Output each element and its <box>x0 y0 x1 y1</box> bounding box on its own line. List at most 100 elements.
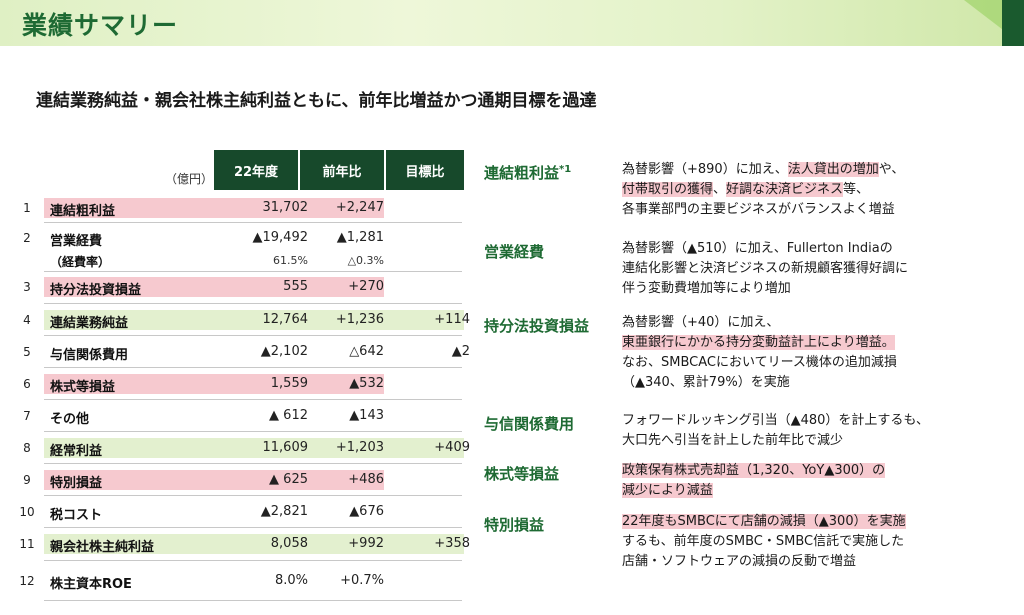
row-number: 8 <box>23 441 31 455</box>
cell-yoy: +2,247 <box>335 200 384 215</box>
cell-yoy: △642 <box>349 344 384 359</box>
note-line: 東亜銀行にかかる持分変動益計上により増益。 <box>622 333 897 353</box>
cell-target: +409 <box>434 440 470 455</box>
note-footnote-mark: *1 <box>559 164 572 175</box>
note-segment: 為替影響（+890）に加え、 <box>622 162 788 177</box>
row-label: 特別損益 <box>50 476 103 491</box>
row-number: 2 <box>23 231 31 245</box>
note-highlight: 法人貸出の増加 <box>787 162 879 177</box>
note-segment: 店舗・ソフトウェアの減損の反動で増益 <box>622 554 857 569</box>
row-number: 5 <box>23 345 31 359</box>
sub-row-label: （経費率） <box>50 255 111 269</box>
note-highlight: 付帯取引の獲得 <box>622 182 714 197</box>
note-line: 為替影響（+890）に加え、法人貸出の増加や、 <box>622 160 904 180</box>
note-heading-text: 与信関係費用 <box>484 415 575 433</box>
note-segment: （▲340、累計79%）を実施 <box>622 375 790 390</box>
note-heading: 与信関係費用 <box>484 413 574 434</box>
row-label: その他 <box>50 412 90 427</box>
cell-fy22: ▲ 612 <box>269 408 308 423</box>
cell-yoy: ▲676 <box>349 504 384 519</box>
table-row: 10 税コスト ▲2,821 ▲676 <box>14 497 464 527</box>
table-row: 5 与信関係費用 ▲2,102 △642 ▲2 <box>14 337 470 367</box>
row-divider <box>44 431 462 432</box>
note-line: 伴う変動費増加等により増加 <box>622 279 908 299</box>
row-highlight <box>44 374 310 394</box>
row-label: 連結粗利益 <box>50 204 116 219</box>
note-heading: 連結粗利益*1 <box>484 162 571 183</box>
table-row: 2 営業経費 ▲19,492 ▲1,281 （経費率） 61.5% △0.3% <box>14 223 464 269</box>
row-divider <box>44 527 462 528</box>
header-accent-bar <box>1002 0 1024 46</box>
note-line: するも、前年度のSMBC・SMBC信託で実施した <box>622 532 906 552</box>
note-highlight: 減少により減益 <box>622 483 713 498</box>
table-row: 6 株式等損益 1,559 ▲532 <box>14 369 464 399</box>
col-header-target: 目標比 <box>386 150 464 190</box>
note-heading: 持分法投資損益 <box>484 315 589 336</box>
row-divider <box>44 399 462 400</box>
note-segment: なお、SMBCACにおいてリース機体の追加減損 <box>622 355 897 370</box>
row-label: 営業経費 <box>50 234 103 249</box>
note-text: 為替影響（+890）に加え、法人貸出の増加や、 付帯取引の獲得、好調な決済ビジネス… <box>622 160 904 220</box>
note-segment: 、 <box>713 182 727 197</box>
table-row: 9 特別損益 ▲ 625 +486 <box>14 465 464 495</box>
cell-fy22: 555 <box>283 279 308 294</box>
cell-yoy: +1,203 <box>335 440 384 455</box>
table-row: 4 連結業務純益 12,764 +1,236 +114 <box>14 305 470 335</box>
cell-yoy: +270 <box>348 279 384 294</box>
cell-target: +358 <box>434 536 470 551</box>
note-line: フォワードルッキング引当（▲480）を計上するも、 <box>622 411 929 431</box>
row-label: 経常利益 <box>50 444 103 459</box>
note-line: 為替影響（+40）に加え、 <box>622 313 897 333</box>
row-highlight <box>310 277 384 297</box>
note-line: 店舗・ソフトウェアの減損の反動で増益 <box>622 552 906 572</box>
note-line: 減少により減益 <box>622 481 885 501</box>
note-heading-text: 連結粗利益 <box>484 164 560 182</box>
note-text: 22年度もSMBCにて店舗の減損（▲300）を実施するも、前年度のSMBC・SM… <box>622 512 906 572</box>
note-text: 為替影響（+40）に加え、東亜銀行にかかる持分変動益計上により増益。 なお、SMB… <box>622 313 897 393</box>
note-text: 為替影響（▲510）に加え、Fullerton Indiaの連結化影響と決済ビジ… <box>622 239 908 299</box>
row-number: 4 <box>23 313 31 327</box>
note-heading-text: 持分法投資損益 <box>484 317 590 335</box>
note-line: 各事業部門の主要ビジネスがバランスよく増益 <box>622 200 904 220</box>
note-highlight: 好調な決済ビジネス <box>726 182 844 197</box>
row-label: 与信関係費用 <box>50 348 129 363</box>
note-line: （▲340、累計79%）を実施 <box>622 373 897 393</box>
note-segment: 大口先へ引当を計上した前年比で減少 <box>622 433 844 448</box>
table-row: 1 連結粗利益 31,702 +2,247 <box>14 193 464 223</box>
cell-yoy: ▲532 <box>349 376 384 391</box>
note-highlight: 22年度もSMBCにて店舗の減損（▲300）を実施 <box>622 514 906 529</box>
row-highlight <box>310 470 384 490</box>
row-highlight <box>44 470 310 490</box>
cell-yoy: +0.7% <box>340 573 384 588</box>
note-segment: や、 <box>878 162 905 177</box>
note-line: 為替影響（▲510）に加え、Fullerton Indiaの <box>622 239 908 259</box>
note-line: 付帯取引の獲得、好調な決済ビジネス等、 <box>622 180 904 200</box>
col-header-fy22: 22年度 <box>214 150 298 190</box>
row-divider <box>44 495 462 496</box>
note-line: なお、SMBCACにおいてリース機体の追加減損 <box>622 353 897 373</box>
row-label: 連結業務純益 <box>50 316 129 331</box>
header-banner: 業績サマリー <box>0 0 1024 46</box>
cell-fy22: 8,058 <box>270 536 308 551</box>
table-row: 3 持分法投資損益 555 +270 <box>14 272 464 302</box>
row-number: 6 <box>23 377 31 391</box>
row-divider <box>44 271 462 272</box>
cell-fy22: 31,702 <box>262 200 309 215</box>
row-number: 3 <box>23 280 31 294</box>
row-number: 11 <box>19 537 35 551</box>
row-number: 10 <box>19 505 35 519</box>
row-highlight <box>44 198 310 218</box>
table-row: 8 経常利益 11,609 +1,203 +409 <box>14 433 470 463</box>
note-highlight: 東亜銀行にかかる持分変動益計上により増益。 <box>622 335 895 350</box>
note-line: 22年度もSMBCにて店舗の減損（▲300）を実施 <box>622 512 906 532</box>
row-highlight <box>44 534 464 554</box>
note-heading-text: 営業経費 <box>484 243 545 261</box>
row-highlight <box>44 277 310 297</box>
unit-label: （億円） <box>165 172 214 186</box>
note-segment: 連結化影響と決済ビジネスの新規顧客獲得好調に <box>622 261 909 276</box>
row-divider <box>44 367 462 368</box>
row-label: 持分法投資損益 <box>50 283 142 298</box>
cell-yoy: +992 <box>348 536 384 551</box>
row-number: 9 <box>23 473 31 487</box>
row-number: 7 <box>23 409 31 423</box>
